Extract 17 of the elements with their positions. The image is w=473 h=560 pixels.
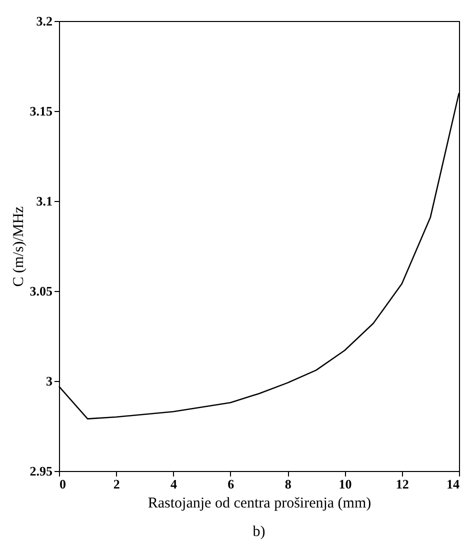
y-axis-title: C (m/s)/MHz (10, 206, 27, 287)
y-tick-label: 3.1 (36, 194, 52, 208)
text: b) (252, 524, 266, 540)
y-tick-label: 3 (46, 374, 53, 388)
x-tick-label: 14 (446, 476, 460, 492)
x-axis-title: Rastojanje od centra proširenja (mm) (148, 496, 372, 512)
x-tick-label: 10 (338, 476, 352, 492)
x-tick-label: 12 (396, 476, 409, 492)
y-tick-label: 2.95 (30, 464, 53, 478)
x-tick-label: 2 (113, 476, 120, 492)
y-tick-label: 3.15 (30, 104, 53, 118)
x-tick-label: 8 (284, 476, 292, 492)
x-tick-label: 6 (228, 476, 235, 492)
x-tick-label: 0 (60, 476, 66, 492)
x-tick-label: 4 (170, 476, 178, 492)
y-tick-label: 3.05 (30, 284, 53, 298)
y-tick-label: 3.2 (36, 14, 52, 28)
